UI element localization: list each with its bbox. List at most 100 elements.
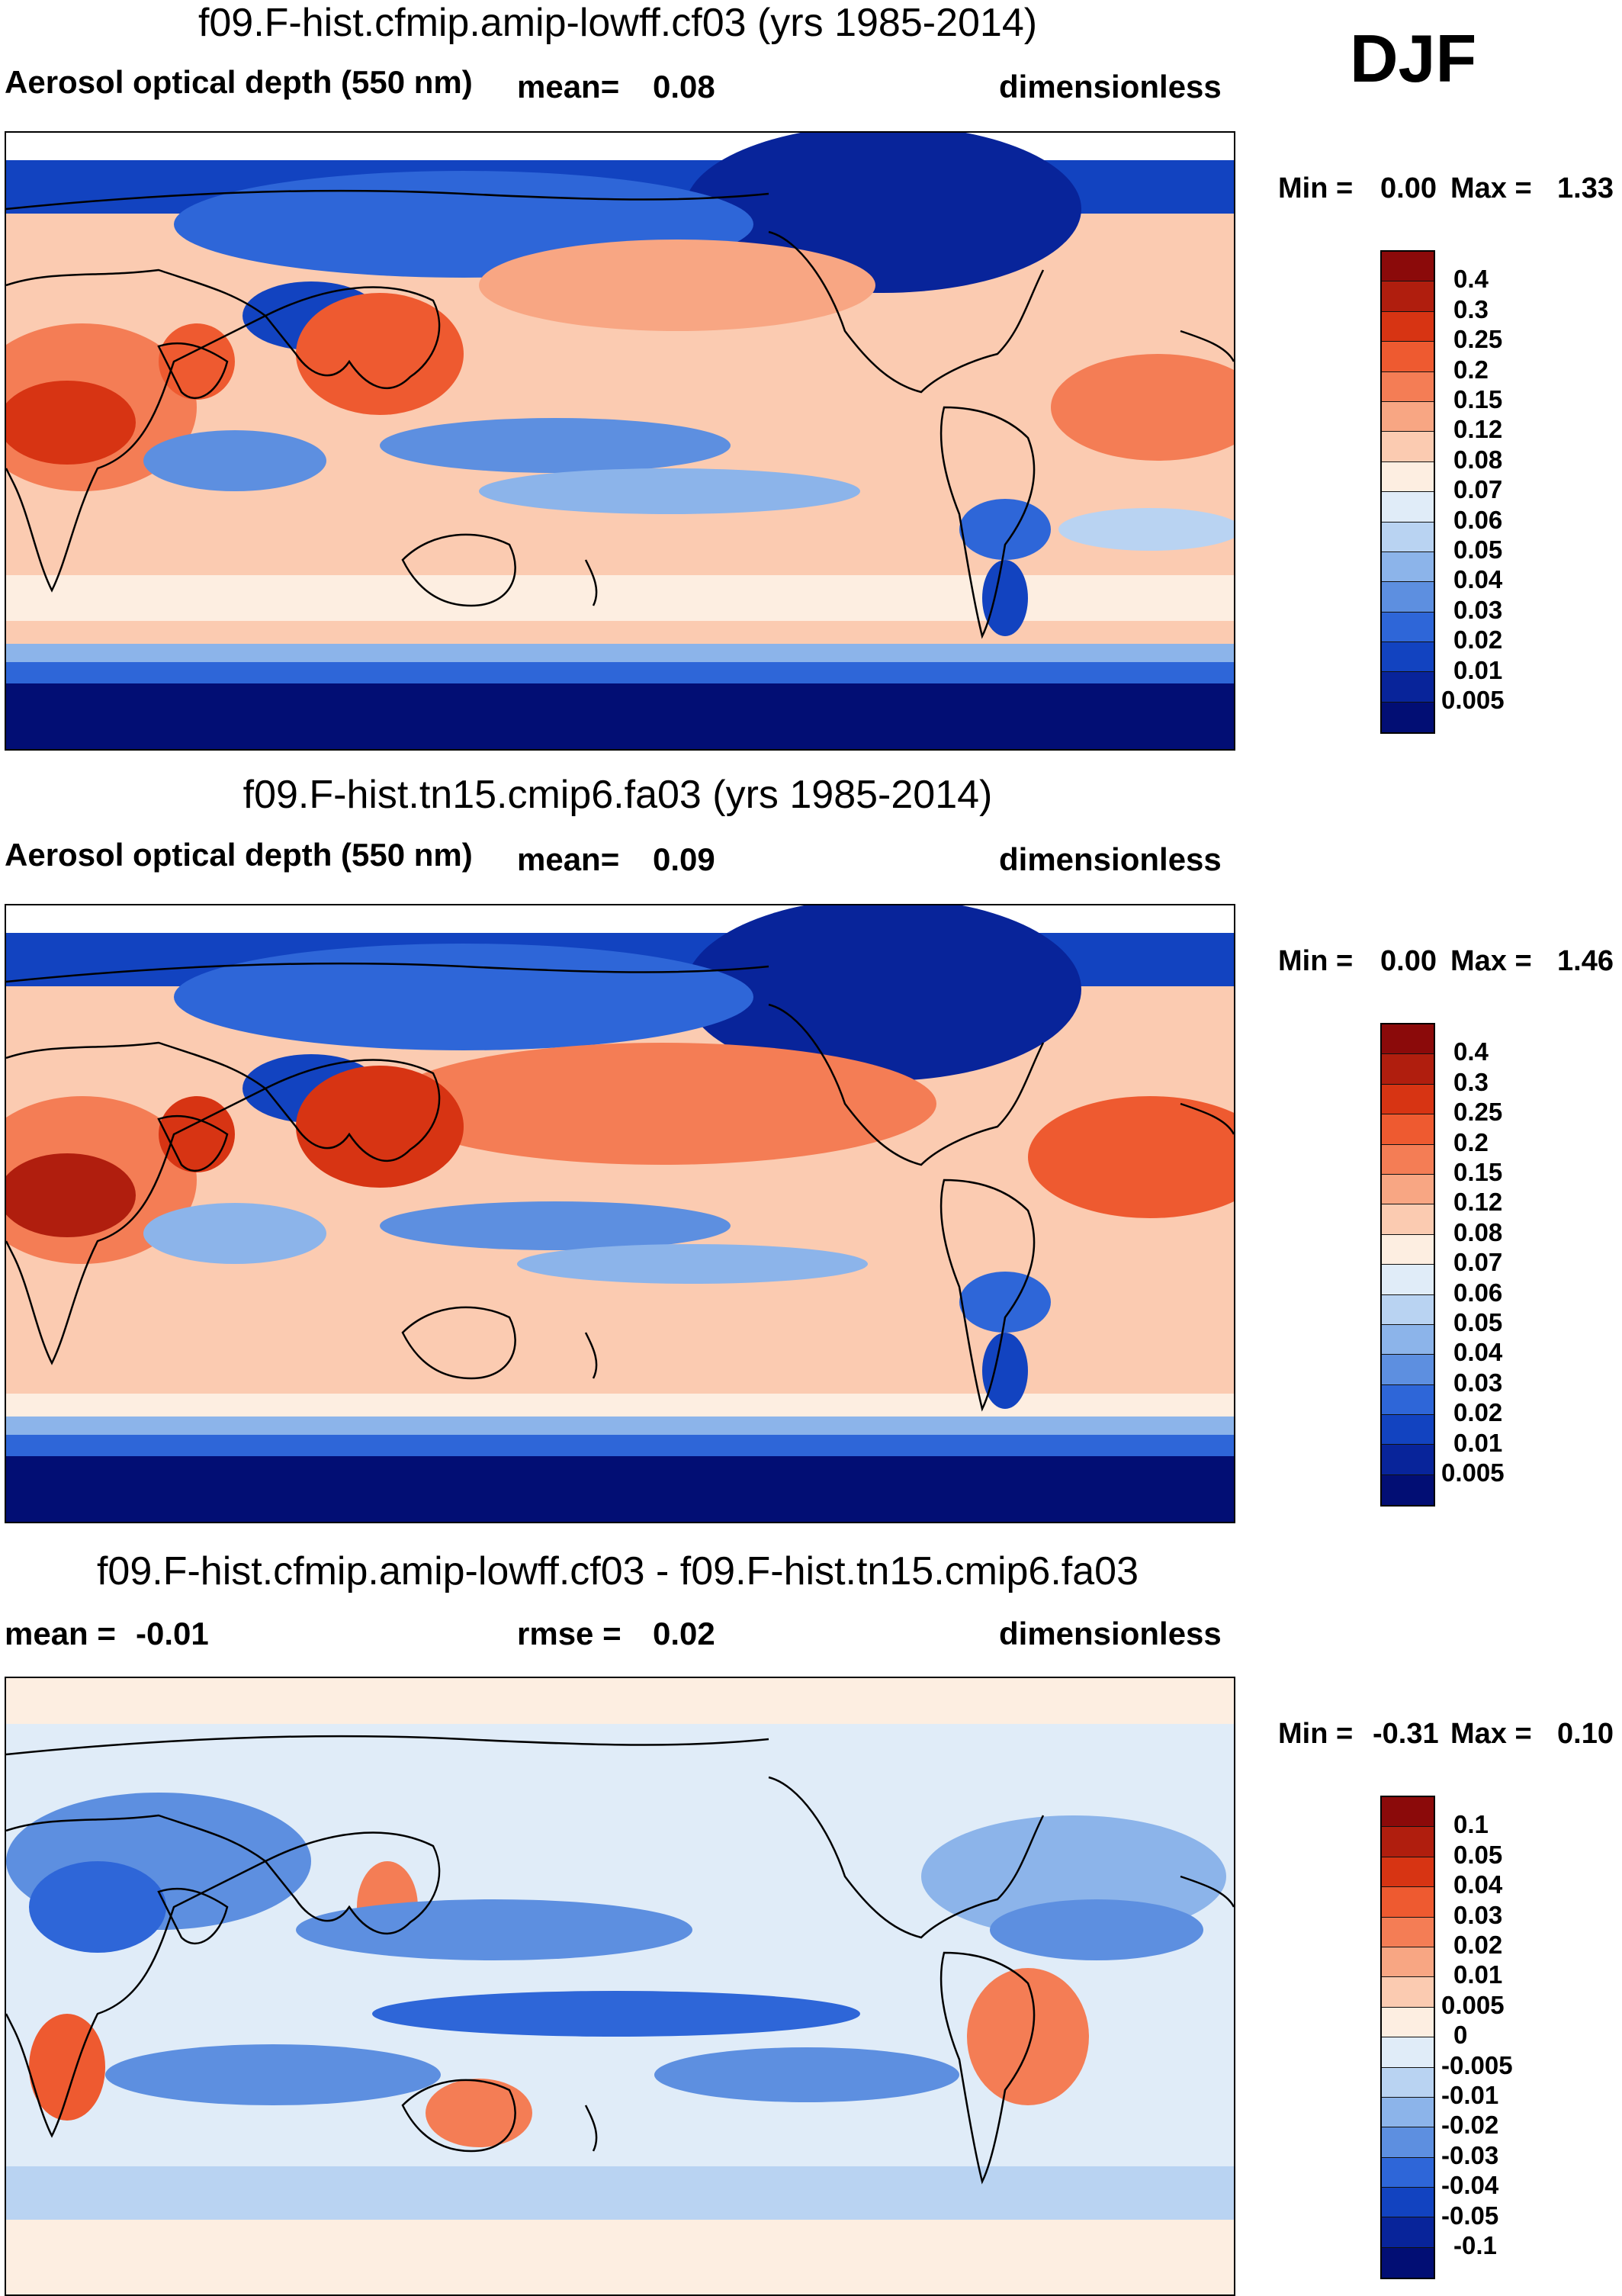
andes-low-aod: [959, 1272, 1051, 1333]
panel-3-units: dimensionless: [999, 1616, 1222, 1651]
panel-3-colorbar-boxes: [1380, 1796, 1435, 2280]
panel-3-max-label: Max =: [1450, 1718, 1532, 1750]
colorbar-box: [1382, 672, 1434, 703]
panel-3-map: [5, 1677, 1235, 2296]
pacific-low-aod-band: [479, 468, 860, 514]
southern-ocean-aod: [6, 1394, 1234, 1417]
panel-1-title: f09.F-hist.cfmip.amip-lowff.cf03 (yrs 19…: [198, 1, 1038, 45]
panel-3-rmse-value: 0.02: [653, 1616, 715, 1651]
panel-2-title: f09.F-hist.tn15.cmip6.fa03 (yrs 1985-201…: [242, 773, 993, 817]
colorbar-tick-label: 0.4: [1453, 1037, 1489, 1066]
arabia-aod: [159, 1096, 235, 1172]
colorbar-box: [1382, 1887, 1434, 1918]
panel-2-map-svg: [6, 905, 1234, 1522]
north-pacific-aod: [479, 240, 875, 331]
panel-1-max-value: 1.33: [1557, 172, 1614, 204]
colorbar-box: [1382, 2067, 1434, 2098]
east-asia-aod: [296, 1066, 464, 1188]
colorbar-tick-label: 0.04: [1453, 1338, 1503, 1367]
colorbar-tick-label: 0.05: [1453, 535, 1503, 564]
colorbar-box: [1382, 1797, 1434, 1828]
coastlines: [6, 189, 1234, 639]
equatorial-pacific-negative-difference: [372, 1991, 860, 2037]
colorbar-box: [1382, 1084, 1434, 1115]
colorbar-box: [1382, 401, 1434, 433]
panel-2-units: dimensionless: [999, 841, 1222, 877]
panel-1-units: dimensionless: [999, 69, 1222, 105]
colorbar-tick-label: 0.01: [1453, 1960, 1503, 1989]
colorbar-tick-label: 0.06: [1453, 1278, 1503, 1307]
colorbar-tick-label: 0.08: [1453, 445, 1503, 474]
colorbar-tick-label: 0.3: [1453, 294, 1489, 323]
colorbar-tick-label: 0.03: [1453, 1368, 1503, 1397]
colorbar-box: [1382, 342, 1434, 372]
antarctic-edge-aod: [6, 644, 1234, 662]
colorbar-tick-label: 0.04: [1453, 565, 1503, 594]
colorbar-tick-label: 0.05: [1453, 1308, 1503, 1336]
colorbar-tick-label: 0.06: [1453, 505, 1503, 534]
colorbar-box: [1382, 582, 1434, 613]
patagonia-low-aod: [982, 560, 1028, 636]
siberia-low-aod: [174, 944, 753, 1050]
north-atlantic-dust-aod: [1028, 1096, 1234, 1218]
colorbar-box: [1382, 1265, 1434, 1295]
colorbar-tick-label: 0.01: [1453, 655, 1503, 684]
antarctic-aod: [6, 662, 1234, 683]
colorbar-box: [1382, 1114, 1434, 1145]
colorbar-box: [1382, 1384, 1434, 1416]
colorbar-tick-label: 0.4: [1453, 265, 1489, 294]
colorbar-box: [1382, 432, 1434, 462]
colorbar-tick-label: 0: [1453, 2021, 1468, 2050]
colorbar-tick-label: 0.02: [1453, 1398, 1503, 1427]
colorbar-box: [1382, 252, 1434, 282]
colorbar-tick-label: 0.25: [1453, 325, 1503, 354]
colorbar-box: [1382, 1977, 1434, 2008]
antarctica-difference: [6, 2220, 1234, 2294]
colorbar-tick-label: -0.05: [1441, 2201, 1499, 2230]
coastlines: [6, 962, 1234, 1412]
panel-2-min-value: 0.00: [1380, 945, 1437, 977]
antarctica-low-aod: [6, 1456, 1234, 1522]
panel-2-map: [5, 904, 1235, 1523]
pacific-low-aod-band: [517, 1244, 868, 1284]
colorbar-tick-label: 0.12: [1453, 1188, 1503, 1217]
panel-2-mean-value: 0.09: [653, 841, 715, 877]
panel-3-title: f09.F-hist.cfmip.amip-lowff.cf03 - f09.F…: [96, 1549, 1139, 1593]
panel-3-rmse-label: rmse =: [517, 1616, 621, 1651]
sahel-negative-difference: [29, 1861, 166, 1953]
colorbar-box: [1382, 1917, 1434, 1947]
panel-3-mean-value: -0.01: [136, 1616, 209, 1651]
southern-ocean-difference: [6, 2166, 1234, 2220]
west-pacific-low-aod: [380, 1201, 731, 1250]
colorbar-tick-label: -0.04: [1441, 2171, 1499, 2200]
colorbar-tick-label: -0.03: [1441, 2140, 1499, 2169]
panel-2-min-label: Min =: [1278, 945, 1354, 977]
colorbar-box: [1382, 1827, 1434, 1857]
colorbar-box: [1382, 2217, 1434, 2248]
north-pacific-negative-difference: [296, 1899, 692, 1960]
colorbar-tick-label: 0.005: [1441, 1990, 1505, 2019]
panel-2-max-value: 1.46: [1557, 945, 1614, 977]
sahara-core-aod: [6, 1153, 136, 1237]
colorbar-tick-label: -0.01: [1441, 2081, 1499, 2109]
colorbar-box: [1382, 522, 1434, 552]
panel-1-max-label: Max =: [1450, 172, 1532, 204]
panel-3-min-label: Min =: [1278, 1718, 1354, 1750]
colorbar-box: [1382, 2007, 1434, 2038]
colorbar-tick-label: 0.12: [1453, 415, 1503, 444]
indian-ocean-low-aod: [143, 430, 326, 491]
panel-2-mean-label: mean=: [517, 841, 620, 877]
arabia-aod: [159, 323, 235, 400]
panel-3-map-svg: [6, 1678, 1234, 2294]
colorbar-box: [1382, 2188, 1434, 2218]
south-america-positive-difference: [967, 1968, 1089, 2105]
southern-ocean-aod: [6, 621, 1234, 644]
colorbar-box: [1382, 1857, 1434, 1888]
colorbar-tick-label: 0.01: [1453, 1428, 1503, 1457]
tropical-atlantic-negative-difference: [990, 1899, 1203, 1960]
colorbar-tick-label: 0.2: [1453, 1127, 1489, 1156]
coastlines: [6, 1735, 1234, 2185]
colorbar-tick-label: 0.07: [1453, 475, 1503, 504]
colorbar-tick-label: 0.3: [1453, 1067, 1489, 1096]
panel-1-map: [5, 131, 1235, 751]
